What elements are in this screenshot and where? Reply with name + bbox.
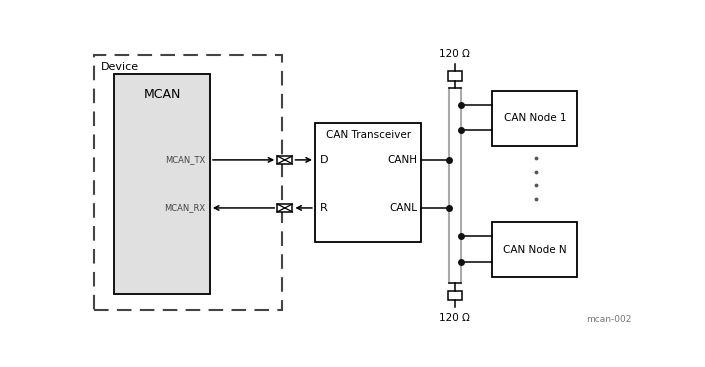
Text: CAN Transceiver: CAN Transceiver: [326, 130, 411, 140]
Text: CAN Node N: CAN Node N: [503, 245, 567, 255]
FancyBboxPatch shape: [492, 91, 577, 146]
FancyBboxPatch shape: [492, 222, 577, 277]
Text: CAN Node 1: CAN Node 1: [503, 113, 566, 123]
Text: mcan-002: mcan-002: [587, 315, 632, 324]
Text: CANH: CANH: [387, 155, 417, 165]
Text: 120 Ω: 120 Ω: [439, 313, 470, 323]
Text: MCAN: MCAN: [144, 88, 181, 101]
Text: MCAN_TX: MCAN_TX: [166, 155, 206, 164]
Text: 120 Ω: 120 Ω: [439, 49, 470, 59]
FancyBboxPatch shape: [277, 204, 293, 212]
Text: D: D: [320, 155, 329, 165]
FancyBboxPatch shape: [315, 123, 422, 242]
Text: CANL: CANL: [389, 203, 417, 213]
FancyBboxPatch shape: [277, 156, 293, 164]
Text: Device: Device: [101, 62, 139, 72]
FancyBboxPatch shape: [448, 291, 462, 300]
Text: MCAN_RX: MCAN_RX: [164, 203, 206, 212]
FancyBboxPatch shape: [448, 71, 462, 81]
Text: R: R: [320, 203, 328, 213]
FancyBboxPatch shape: [114, 74, 210, 294]
